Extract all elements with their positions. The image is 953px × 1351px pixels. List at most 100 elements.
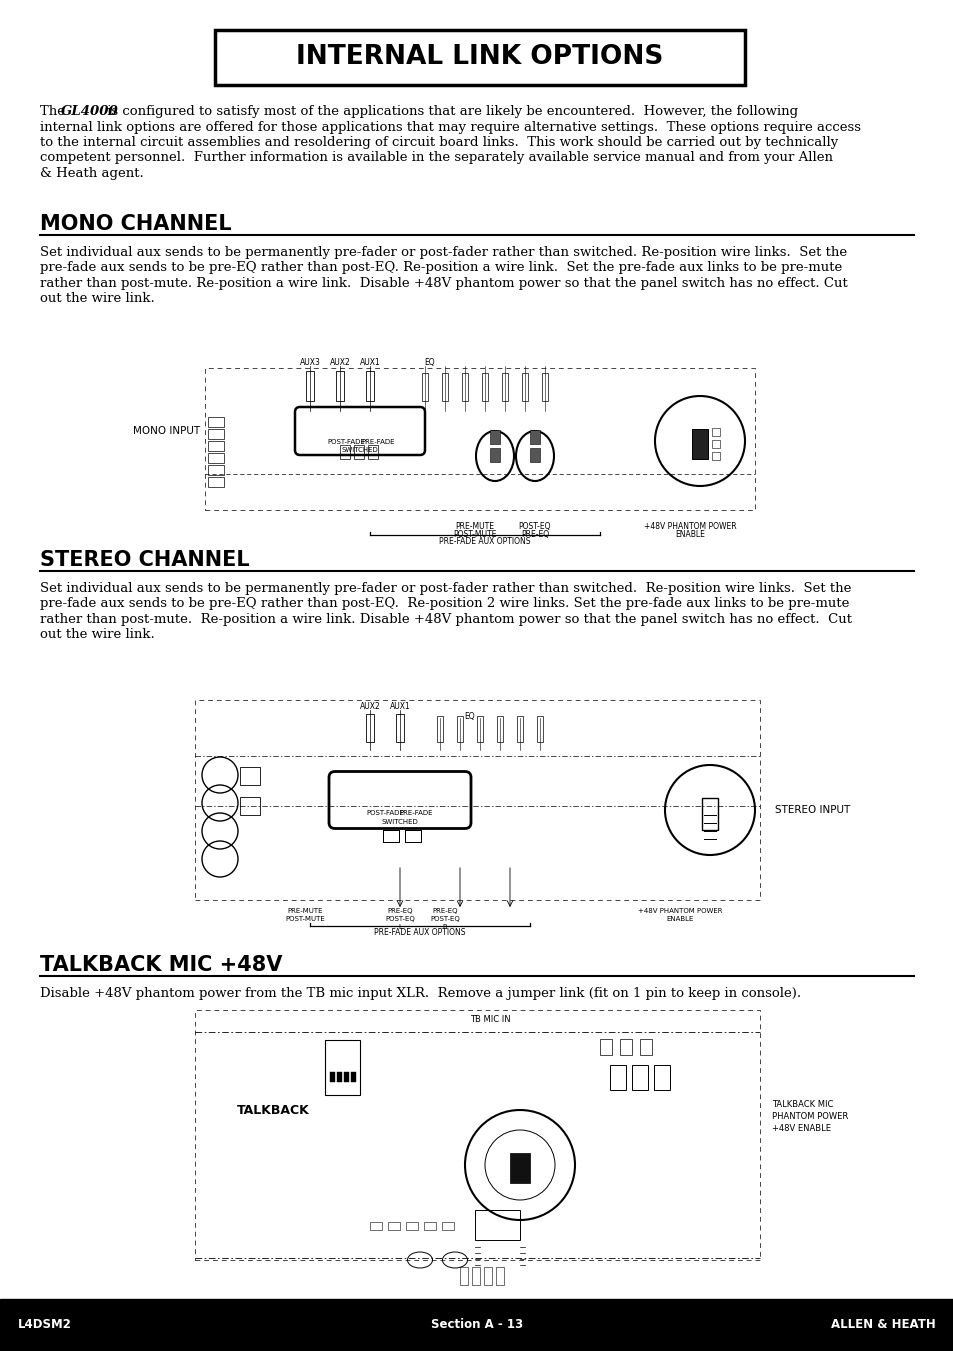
Bar	[0, 1300, 953, 1351]
Text: Set individual aux sends to be permanently pre-fader or post-fader rather than s: Set individual aux sends to be permanent…	[40, 582, 850, 594]
Text: POST-EQ: POST-EQ	[518, 521, 551, 531]
Bar	[208, 465, 224, 476]
Text: POST-MUTE: POST-MUTE	[285, 916, 325, 921]
Bar	[344, 1071, 349, 1082]
Text: PRE-MUTE: PRE-MUTE	[455, 521, 494, 531]
Bar	[436, 716, 442, 742]
Bar	[711, 440, 720, 449]
Bar	[711, 453, 720, 459]
Bar	[405, 830, 420, 842]
Text: & Heath agent.: & Heath agent.	[40, 168, 144, 180]
Text: EQ: EQ	[464, 712, 475, 721]
Bar	[405, 830, 420, 842]
Bar	[441, 1223, 454, 1229]
Bar	[368, 444, 377, 459]
Text: rather than post-mute. Re-position a wire link.  Disable +48V phantom power so t: rather than post-mute. Re-position a wir…	[40, 277, 847, 290]
Bar	[382, 830, 398, 842]
Bar	[214, 30, 744, 85]
Text: PRE-FADE AUX OPTIONS: PRE-FADE AUX OPTIONS	[374, 928, 465, 938]
Text: SWITCHED: SWITCHED	[381, 819, 418, 825]
Text: POST-FADE: POST-FADE	[327, 439, 364, 444]
Bar	[490, 449, 499, 462]
Text: +48V PHANTOM POWER: +48V PHANTOM POWER	[638, 908, 721, 915]
Text: EQ: EQ	[424, 358, 435, 367]
Text: The: The	[40, 105, 70, 118]
Text: STEREO CHANNEL: STEREO CHANNEL	[40, 550, 250, 570]
Bar	[423, 1223, 436, 1229]
Bar	[339, 444, 350, 459]
Text: PRE-FADE: PRE-FADE	[361, 439, 395, 444]
Bar	[456, 716, 462, 742]
Bar	[351, 1071, 355, 1082]
Bar	[501, 373, 507, 401]
Bar	[194, 700, 760, 900]
Bar	[599, 1039, 612, 1055]
Bar	[701, 798, 718, 830]
Bar	[711, 428, 720, 436]
Bar	[421, 373, 428, 401]
Text: SWITCHED: SWITCHED	[341, 447, 378, 453]
Text: pre-fade aux sends to be pre-EQ rather than post-EQ.  Re-position 2 wire links. : pre-fade aux sends to be pre-EQ rather t…	[40, 597, 848, 611]
Text: Disable +48V phantom power from the TB mic input XLR.  Remove a jumper link (fit: Disable +48V phantom power from the TB m…	[40, 988, 801, 1000]
Bar	[441, 373, 448, 401]
Text: PRE-EQ: PRE-EQ	[432, 908, 457, 915]
Text: L: L	[397, 924, 401, 929]
Bar	[208, 477, 224, 486]
Text: AUX2: AUX2	[359, 703, 380, 711]
Bar	[691, 430, 707, 459]
Text: GL4000: GL4000	[61, 105, 118, 118]
Bar	[521, 373, 527, 401]
Bar	[382, 830, 398, 842]
Bar	[366, 372, 374, 401]
Bar	[517, 716, 522, 742]
Text: STEREO INPUT: STEREO INPUT	[774, 805, 849, 815]
Text: internal link options are offered for those applications that may require altern: internal link options are offered for th…	[40, 120, 861, 134]
Bar	[497, 716, 502, 742]
Text: R: R	[442, 924, 447, 929]
Bar	[208, 440, 224, 451]
Bar	[639, 1039, 651, 1055]
Bar	[530, 430, 539, 444]
Bar	[336, 1071, 341, 1082]
Bar	[208, 430, 224, 439]
Text: PRE-FADE: PRE-FADE	[399, 811, 433, 816]
Bar	[472, 1267, 479, 1285]
Bar	[194, 1011, 760, 1260]
Bar	[541, 373, 547, 401]
Text: PRE-MUTE: PRE-MUTE	[287, 908, 322, 915]
Bar	[395, 713, 403, 742]
Text: POST-EQ: POST-EQ	[385, 916, 415, 921]
Bar	[461, 373, 468, 401]
Bar	[406, 1223, 417, 1229]
Bar	[205, 367, 754, 509]
Text: PRE-EQ: PRE-EQ	[387, 908, 413, 915]
Text: out the wire link.: out the wire link.	[40, 628, 154, 642]
Text: PRE-EQ: PRE-EQ	[520, 530, 549, 539]
Bar	[537, 716, 542, 742]
Text: Set individual aux sends to be permanently pre-fader or post-fader rather than s: Set individual aux sends to be permanent…	[40, 246, 846, 259]
Bar	[609, 1065, 625, 1090]
Bar	[654, 1065, 669, 1090]
Text: MONO CHANNEL: MONO CHANNEL	[40, 213, 232, 234]
Bar	[325, 1040, 359, 1096]
Text: ENABLE: ENABLE	[665, 916, 693, 921]
Text: out the wire link.: out the wire link.	[40, 293, 154, 305]
Bar	[483, 1267, 492, 1285]
Text: INTERNAL LINK OPTIONS: INTERNAL LINK OPTIONS	[296, 45, 663, 70]
Bar	[370, 1223, 381, 1229]
Bar	[335, 372, 344, 401]
Bar	[306, 372, 314, 401]
Text: MONO INPUT: MONO INPUT	[132, 426, 200, 436]
Bar	[530, 449, 539, 462]
Bar	[388, 1223, 399, 1229]
Text: Section A - 13: Section A - 13	[431, 1319, 522, 1332]
Text: AUX1: AUX1	[389, 703, 410, 711]
Text: is configured to satisfy most of the applications that are likely be encountered: is configured to satisfy most of the app…	[103, 105, 798, 118]
Bar	[240, 797, 260, 815]
Text: AUX2: AUX2	[330, 358, 350, 367]
Text: TALKBACK MIC
PHANTOM POWER
+48V ENABLE: TALKBACK MIC PHANTOM POWER +48V ENABLE	[771, 1100, 847, 1132]
Bar	[631, 1065, 647, 1090]
Bar	[490, 430, 499, 444]
Text: L4DSM2: L4DSM2	[18, 1319, 71, 1332]
Text: AUX1: AUX1	[359, 358, 380, 367]
